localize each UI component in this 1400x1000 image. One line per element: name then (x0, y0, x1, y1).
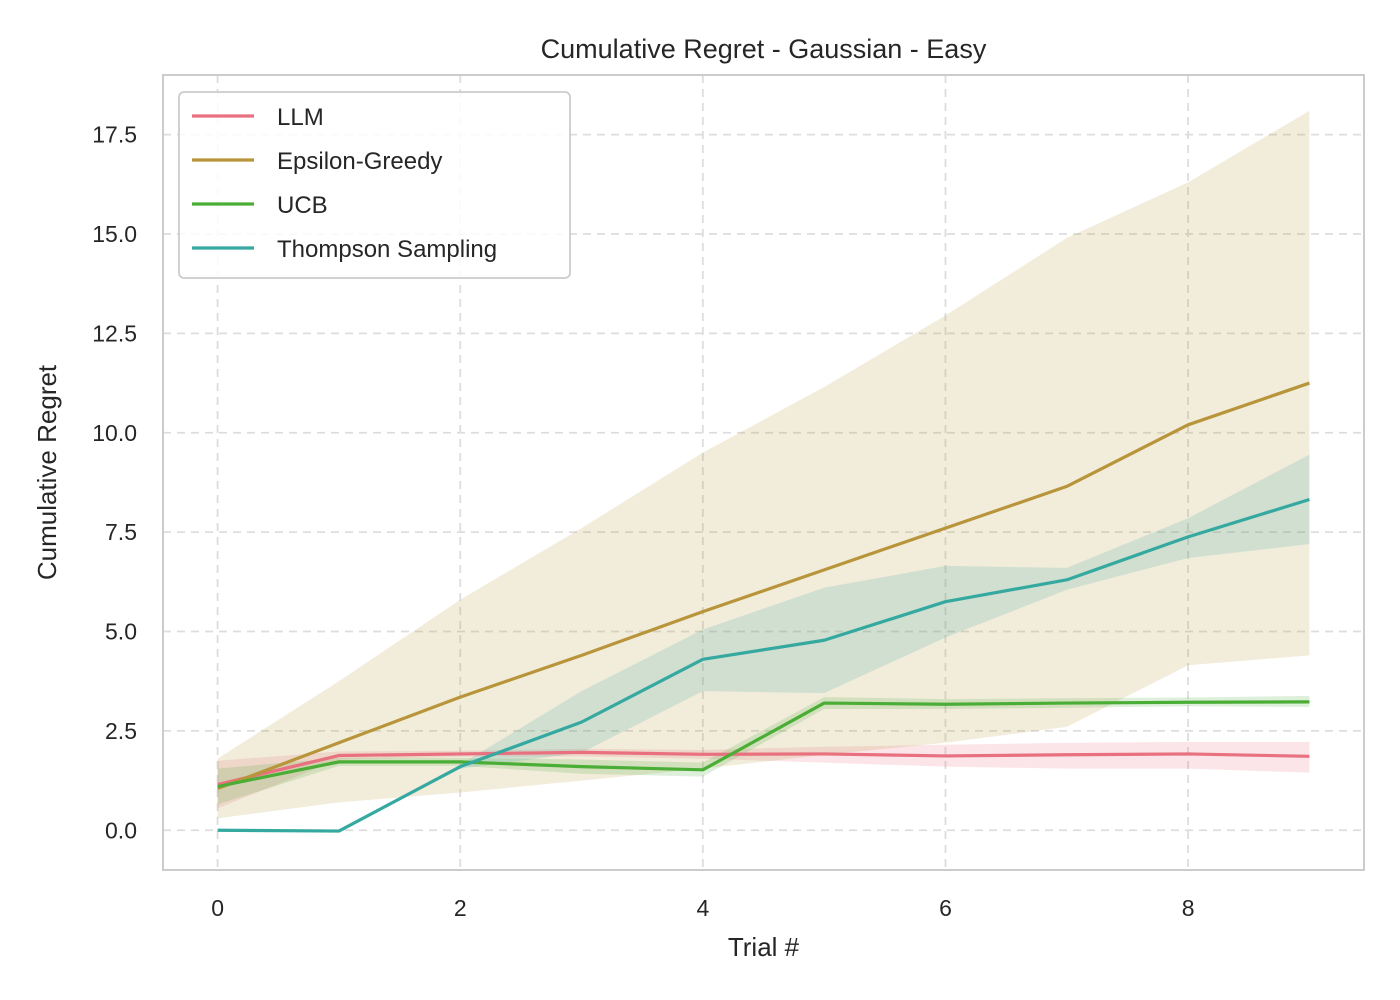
y-tick-label: 5.0 (105, 619, 137, 645)
x-axis-label: Trial # (728, 932, 800, 962)
chart-title: Cumulative Regret - Gaussian - Easy (541, 34, 987, 64)
x-tick-label: 8 (1182, 895, 1195, 921)
series-lines (217, 381, 1310, 833)
series-line (217, 750, 1310, 787)
confidence-bands (217, 110, 1310, 832)
legend-entry: Epsilon-Greedy (277, 148, 442, 175)
y-tick-label: 15.0 (92, 221, 137, 247)
tick-labels: 0 2 4 6 8 0.0 2.5 5.0 7.5 10.0 12.5 15.0 17.5 (92, 122, 1194, 921)
confidence-band (217, 110, 1310, 819)
legend-entry: LLM (277, 104, 324, 131)
confidence-band (217, 742, 1310, 809)
legend: LLM Epsilon-Greedy UCB Thompson Sampling (178, 91, 571, 279)
y-axis-label: Cumulative Regret (32, 364, 62, 580)
series-line (217, 700, 1310, 789)
y-tick-label: 17.5 (92, 122, 137, 148)
y-tick-label: 7.5 (105, 519, 137, 545)
y-tick-label: 12.5 (92, 320, 137, 346)
legend-box (178, 91, 571, 279)
plot-frame (162, 74, 1365, 871)
series-line (217, 381, 1310, 791)
x-tick-label: 2 (454, 895, 467, 921)
series-line (217, 498, 1310, 833)
x-tick-label: 6 (939, 895, 952, 921)
legend-entry: Thompson Sampling (277, 236, 497, 263)
y-tick-label: 10.0 (92, 420, 137, 446)
legend-entry: UCB (277, 192, 328, 219)
confidence-band (217, 454, 1310, 832)
x-tick-label: 0 (211, 895, 224, 921)
x-tick-label: 4 (696, 895, 709, 921)
y-tick-label: 2.5 (105, 718, 137, 744)
y-tick-label: 0.0 (105, 817, 137, 843)
